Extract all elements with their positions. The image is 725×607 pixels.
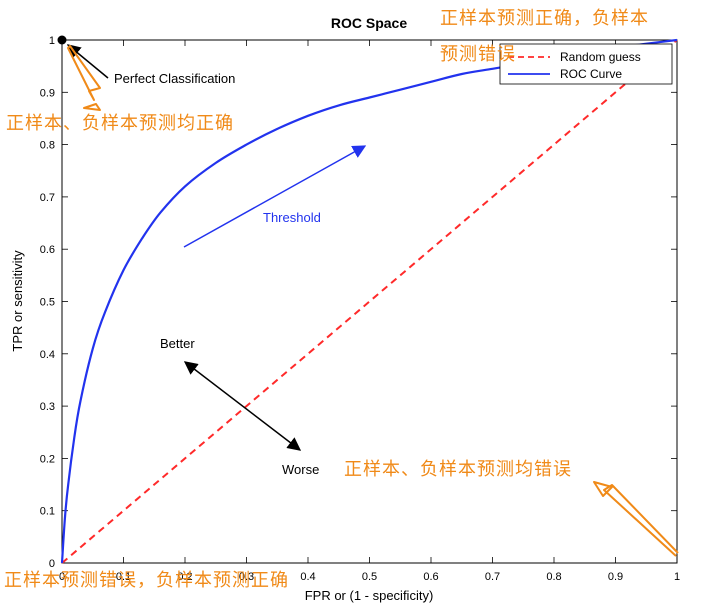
handwritten-arrow-bottom-right [593, 481, 679, 557]
y-tick-label: 0.2 [40, 453, 55, 465]
note-bottom-left: 正样本预测错误，负样本预测正确 [4, 570, 289, 591]
legend-label-roc-curve: ROC Curve [560, 67, 622, 81]
handwritten-arrow-top-left [67, 45, 101, 111]
x-tick-label: 0.5 [362, 571, 377, 583]
x-tick-label: 0.9 [608, 571, 623, 583]
y-axis-label: TPR or sensitivity [10, 250, 25, 352]
y-tick-label: 0.1 [40, 506, 55, 518]
threshold-arrow [183, 145, 367, 248]
legend-label-random-guess: Random guess [560, 50, 641, 64]
x-tick-label: 1 [674, 571, 680, 583]
threshold-label: Threshold [263, 210, 321, 225]
note-top-right-line1: 正样本预测正确，负样本 [440, 8, 649, 29]
x-tick-label: 0.2 [177, 571, 192, 583]
y-tick-label: 0.6 [40, 244, 55, 256]
x-tick-label: 0.1 [116, 571, 131, 583]
y-tick-label: 0 [49, 558, 55, 570]
chart-title: ROC Space [331, 15, 407, 31]
x-tick-label: 0 [59, 571, 65, 583]
x-axis-ticks: 0 0.1 0.2 0.3 0.4 0.5 0.6 0.7 0.8 0.9 1 [59, 40, 680, 583]
y-tick-label: 0.8 [40, 140, 55, 152]
note-top-left: 正样本、负样本预测均正确 [6, 113, 234, 134]
x-tick-label: 0.3 [239, 571, 254, 583]
perfect-classification-arrow [66, 44, 109, 79]
note-top-right-line2: 预测错误 [440, 44, 516, 65]
x-tick-label: 0.8 [546, 571, 561, 583]
x-tick-label: 0.7 [485, 571, 500, 583]
legend: Random guess ROC Curve [499, 43, 673, 85]
x-tick-label: 0.6 [423, 571, 438, 583]
y-tick-label: 0.7 [40, 192, 55, 204]
perfect-classification-point [57, 35, 67, 45]
better-label: Better [160, 336, 195, 351]
note-bottom-right: 正样本、负样本预测均错误 [344, 459, 572, 480]
y-tick-label: 1 [49, 35, 55, 47]
x-tick-label: 0.4 [300, 571, 315, 583]
worse-label: Worse [282, 462, 319, 477]
legend-box [499, 43, 673, 85]
y-tick-label: 0.5 [40, 297, 55, 309]
y-tick-label: 0.9 [40, 87, 55, 99]
x-axis-label: FPR or (1 - specificity) [305, 588, 434, 603]
y-axis-ticks: 0 0.1 0.2 0.3 0.4 0.5 0.6 0.7 0.8 0.9 1 [40, 35, 677, 570]
perfect-classification-label: Perfect Classification [114, 71, 235, 86]
random-guess-line [61, 39, 678, 564]
better-worse-arrow [183, 361, 302, 451]
y-tick-label: 0.4 [40, 349, 55, 361]
y-tick-label: 0.3 [40, 401, 55, 413]
